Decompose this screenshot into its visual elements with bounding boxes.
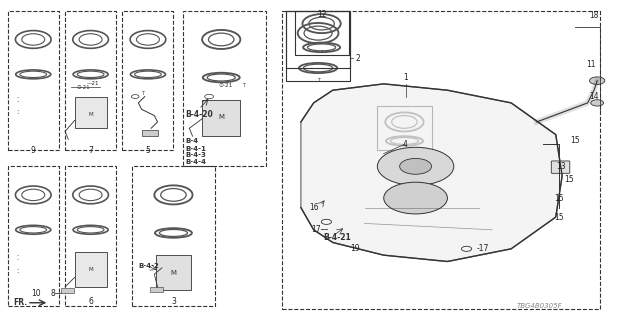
Text: 1: 1 <box>404 73 408 82</box>
Text: T: T <box>242 83 245 88</box>
Text: T: T <box>317 78 320 83</box>
Polygon shape <box>156 255 191 290</box>
Text: 9: 9 <box>31 146 36 155</box>
Polygon shape <box>202 100 241 136</box>
Text: 11: 11 <box>586 60 596 69</box>
Text: M: M <box>170 270 177 276</box>
Text: T: T <box>321 50 323 54</box>
Polygon shape <box>75 252 106 287</box>
Text: B-4-4: B-4-4 <box>185 159 206 164</box>
Bar <box>61 288 74 293</box>
Text: 15: 15 <box>570 136 580 146</box>
Text: 15: 15 <box>554 212 564 222</box>
Text: 15: 15 <box>554 194 564 203</box>
Circle shape <box>384 182 447 214</box>
Text: 4: 4 <box>403 140 407 148</box>
Text: ⁚: ⁚ <box>16 255 19 261</box>
Text: B-4-21: B-4-21 <box>323 233 351 242</box>
Text: —21: —21 <box>86 81 99 86</box>
Bar <box>141 130 157 136</box>
Circle shape <box>378 147 454 185</box>
Text: 8—: 8— <box>51 289 63 298</box>
Text: -17: -17 <box>476 244 489 253</box>
Text: 16: 16 <box>309 203 319 212</box>
Text: ⊙-21: ⊙-21 <box>218 83 232 88</box>
Text: 18: 18 <box>589 11 599 20</box>
Text: ⊙-21: ⊙-21 <box>77 84 90 90</box>
Text: 5: 5 <box>145 146 150 155</box>
Text: T: T <box>141 91 145 96</box>
Text: TBG4B0305F: TBG4B0305F <box>516 303 562 309</box>
Text: 6: 6 <box>88 297 93 306</box>
Bar <box>150 287 163 292</box>
Polygon shape <box>75 97 106 128</box>
Circle shape <box>589 77 605 84</box>
Text: M: M <box>88 111 93 116</box>
Text: 2: 2 <box>356 54 360 63</box>
Text: 19: 19 <box>350 244 360 253</box>
Text: 17—: 17— <box>312 225 328 234</box>
Polygon shape <box>301 84 562 261</box>
Text: B-4-20: B-4-20 <box>185 109 212 118</box>
Text: 13: 13 <box>556 162 566 171</box>
FancyBboxPatch shape <box>551 161 570 173</box>
Text: 10: 10 <box>31 289 41 298</box>
Text: B-4-2: B-4-2 <box>138 263 159 269</box>
Text: ⁚: ⁚ <box>16 97 19 103</box>
Text: M: M <box>218 114 224 120</box>
Text: B-4-1: B-4-1 <box>185 146 206 152</box>
Text: B-4-3: B-4-3 <box>185 152 206 158</box>
Text: :: : <box>16 268 19 274</box>
Text: :: : <box>16 109 19 116</box>
Text: 3: 3 <box>171 297 176 306</box>
Circle shape <box>591 100 604 106</box>
Text: 12: 12 <box>317 10 326 19</box>
Text: FR.: FR. <box>13 298 27 307</box>
Text: 15: 15 <box>564 174 573 184</box>
Text: B-4: B-4 <box>185 138 198 144</box>
Text: 14: 14 <box>589 92 599 101</box>
Text: 7: 7 <box>88 146 93 155</box>
Circle shape <box>399 158 431 174</box>
Text: M: M <box>88 267 93 272</box>
